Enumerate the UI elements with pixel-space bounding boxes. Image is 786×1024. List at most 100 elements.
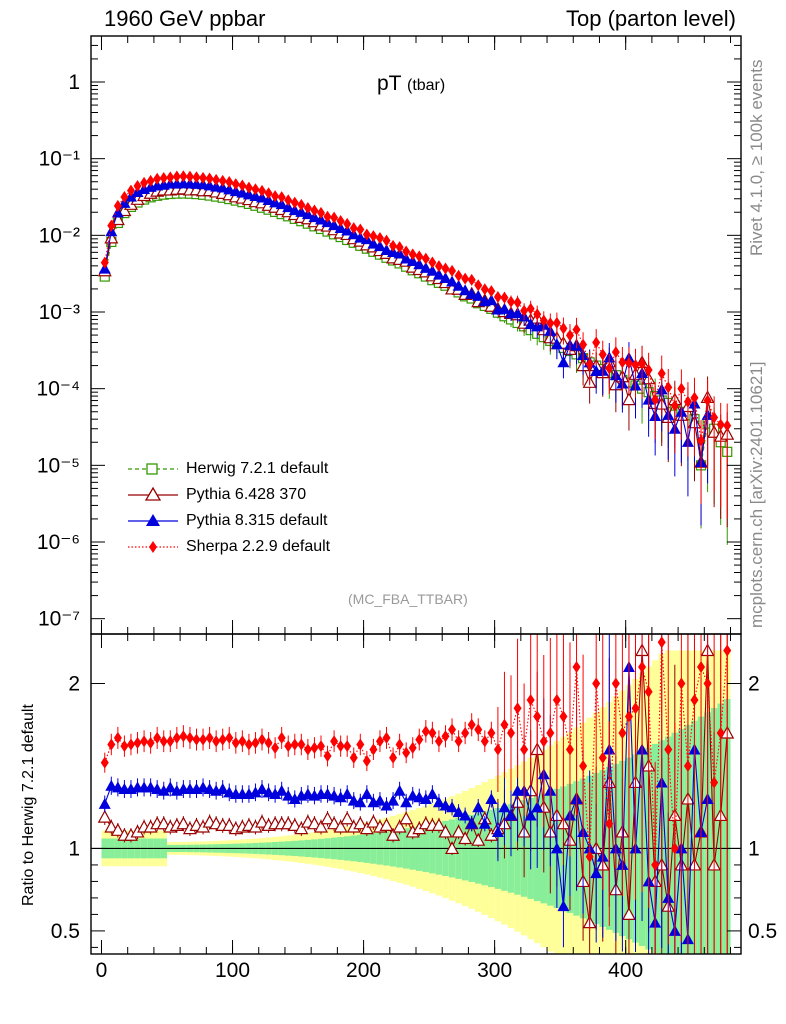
data-series xyxy=(97,170,735,954)
legend-entry-pythia8: Pythia 8.315 default xyxy=(126,508,330,534)
main-point-sherpa xyxy=(703,394,712,407)
ratio-point-sherpa xyxy=(572,660,581,673)
ratio-point-sherpa xyxy=(493,743,502,756)
ratio-point-sherpa xyxy=(382,731,391,744)
ratio-point-sherpa xyxy=(448,723,457,736)
x-tick-label: 400 xyxy=(608,959,643,982)
main-point-pythia8 xyxy=(282,201,295,213)
ratio-tick-label-right: 2 xyxy=(748,672,760,695)
main-point-pythia8 xyxy=(334,222,347,234)
main-point-pythia8 xyxy=(557,356,570,368)
y-tick-label: 10⁻⁵ xyxy=(37,454,80,477)
ratio-point-sherpa xyxy=(677,677,686,690)
main-point-pythia6 xyxy=(117,203,132,217)
main-point-sherpa xyxy=(598,348,607,361)
main-point-sherpa xyxy=(572,323,581,336)
main-point-sherpa xyxy=(565,329,574,342)
main-point-sherpa xyxy=(670,399,679,412)
x-tick-label: 100 xyxy=(215,959,250,982)
ratio-point-pythia8 xyxy=(256,783,269,795)
main-line-pythia8 xyxy=(104,182,709,463)
ratio-point-sherpa xyxy=(336,740,345,753)
ratio-point-sherpa xyxy=(408,741,417,754)
ratio-point-sherpa xyxy=(428,726,437,739)
ratio-point-sherpa xyxy=(670,842,679,855)
ratio-point-sherpa xyxy=(362,755,371,768)
main-point-sherpa xyxy=(683,395,692,408)
x-tick-label: 300 xyxy=(477,959,512,982)
ratio-point-pythia6 xyxy=(386,827,401,841)
main-point-pythia8 xyxy=(262,193,275,205)
ratio-point-pythia8 xyxy=(157,784,170,796)
ratio-point-sherpa xyxy=(618,726,627,739)
main-point-sherpa xyxy=(349,222,358,235)
main-point-sherpa xyxy=(166,171,175,184)
ratio-point-pythia8 xyxy=(465,817,478,829)
ratio-point-pythia8 xyxy=(505,809,518,821)
ratio-point-pythia6 xyxy=(353,816,368,830)
main-point-sherpa xyxy=(467,273,476,286)
ratio-point-sherpa xyxy=(526,693,535,706)
ratio-point-pythia6 xyxy=(438,824,453,838)
main-point-pythia8 xyxy=(308,211,321,223)
main-point-pythia8 xyxy=(256,191,269,203)
ratio-point-sherpa xyxy=(133,736,142,749)
main-line-pythia6 xyxy=(104,188,728,463)
main-point-sherpa xyxy=(428,256,437,269)
ratio-point-sherpa xyxy=(533,710,542,723)
main-point-sherpa xyxy=(297,198,306,211)
legend-pythia8-label: Pythia 8.315 default xyxy=(186,512,328,529)
ratio-point-pythia6 xyxy=(110,823,125,836)
ratio-point-pythia8 xyxy=(550,842,563,854)
main-point-pythia6 xyxy=(621,392,636,406)
main-point-pythia8 xyxy=(465,287,478,299)
main-point-sherpa xyxy=(723,419,732,432)
ratio-point-pythia6 xyxy=(333,819,348,833)
ratio-point-pythia6 xyxy=(366,814,381,828)
ratio-point-pythia6 xyxy=(340,811,355,825)
main-point-pythia8 xyxy=(413,258,426,270)
main-point-pythia8 xyxy=(288,204,301,216)
ratio-point-sherpa xyxy=(126,738,135,751)
collider-label: 1960 GeV ppbar xyxy=(104,6,266,31)
main-point-sherpa xyxy=(644,363,653,376)
main-point-sherpa xyxy=(664,381,673,394)
ratio-point-sherpa xyxy=(395,738,404,751)
ratio-point-sherpa xyxy=(644,685,653,698)
main-point-sherpa xyxy=(539,314,548,327)
ratio-point-sherpa xyxy=(153,731,162,744)
main-point-sherpa xyxy=(585,358,594,371)
ratio-point-sherpa xyxy=(369,743,378,756)
ratio-point-sherpa xyxy=(546,726,555,739)
ratio-point-sherpa xyxy=(212,735,221,748)
main-point-pythia8 xyxy=(275,198,288,210)
ratio-point-sherpa xyxy=(166,735,175,748)
ratio-point-sherpa xyxy=(559,710,568,723)
legend-sherpa-marker xyxy=(128,541,178,553)
main-point-sherpa xyxy=(454,269,463,282)
ratio-point-sherpa xyxy=(258,733,267,746)
ratio-point-sherpa xyxy=(474,723,483,736)
ratio-point-pythia8 xyxy=(341,788,354,799)
ratio-point-pythia6 xyxy=(307,816,322,830)
main-point-sherpa xyxy=(500,291,509,304)
main-point-pythia8 xyxy=(328,219,341,231)
ratio-point-pythia8 xyxy=(531,801,544,813)
ratio-point-pythia6 xyxy=(399,811,414,825)
ratio-point-sherpa xyxy=(500,718,509,731)
ratio-point-sherpa xyxy=(120,740,129,753)
main-point-pythia8 xyxy=(341,224,354,236)
main-point-sherpa xyxy=(205,172,214,185)
main-point-sherpa xyxy=(133,180,142,193)
main-point-sherpa xyxy=(651,393,660,406)
main-point-pythia6 xyxy=(104,230,119,244)
legend-sherpa-label: Sherpa 2.2.9 default xyxy=(186,538,331,555)
ratio-point-pythia8 xyxy=(373,794,386,806)
main-point-sherpa xyxy=(441,262,450,275)
main-point-sherpa xyxy=(244,181,253,194)
y-tick-label: 10⁻⁴ xyxy=(37,378,80,401)
main-point-sherpa xyxy=(277,191,286,204)
main-point-pythia8 xyxy=(550,338,563,350)
legend-pythia6-label: Pythia 6.428 370 xyxy=(186,486,307,503)
main-point-pythia8 xyxy=(452,279,465,291)
